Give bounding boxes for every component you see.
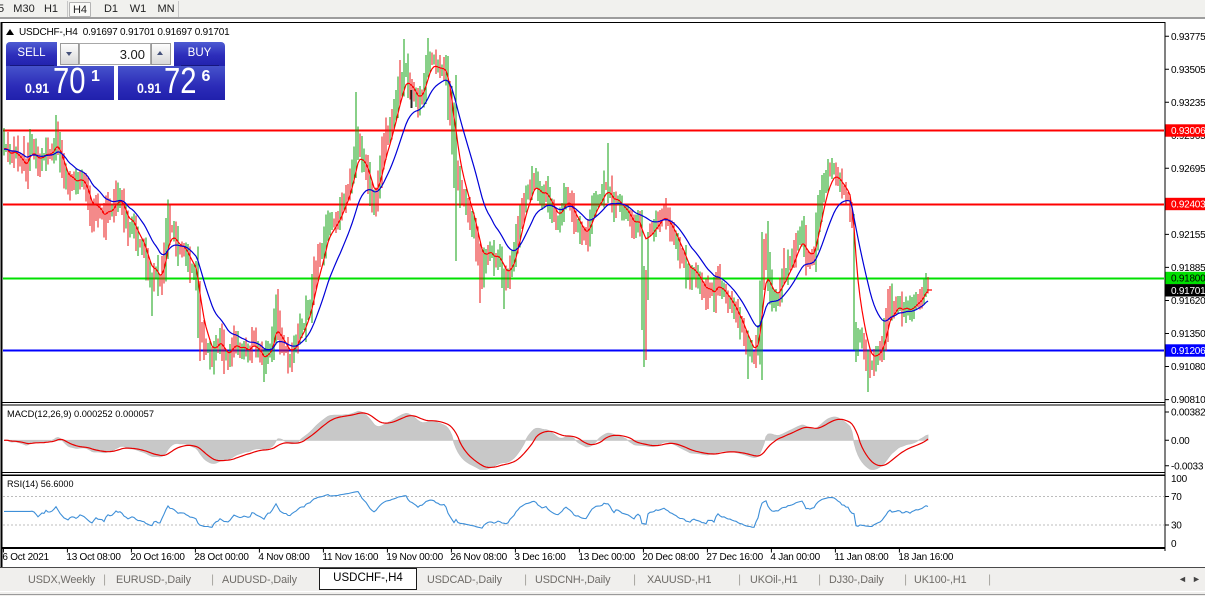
svg-text:11 Nov 16:00: 11 Nov 16:00: [322, 552, 378, 563]
svg-text:19 Nov 00:00: 19 Nov 00:00: [386, 552, 443, 563]
svg-text:13 Dec 00:00: 13 Dec 00:00: [578, 552, 635, 563]
svg-text:4 Nov 08:00: 4 Nov 08:00: [258, 552, 310, 563]
svg-text:0.91350: 0.91350: [1171, 329, 1205, 340]
svg-text:0.00382: 0.00382: [1171, 408, 1205, 419]
svg-text:0.91620: 0.91620: [1171, 296, 1205, 307]
svg-text:20 Oct 16:00: 20 Oct 16:00: [130, 552, 185, 563]
svg-text:0.91885: 0.91885: [1171, 263, 1205, 274]
svg-text:6 Oct 2021: 6 Oct 2021: [2, 552, 49, 563]
svg-text:0.92155: 0.92155: [1171, 230, 1205, 241]
svg-text:70: 70: [1171, 492, 1182, 503]
svg-text:30: 30: [1171, 521, 1182, 532]
svg-text:0.90810: 0.90810: [1171, 395, 1205, 406]
svg-text:0.92695: 0.92695: [1171, 164, 1205, 175]
svg-text:0.91701: 0.91701: [1171, 286, 1205, 297]
svg-text:11 Jan 08:00: 11 Jan 08:00: [834, 552, 889, 563]
svg-text:18 Jan 16:00: 18 Jan 16:00: [898, 552, 954, 563]
svg-text:0.91080: 0.91080: [1171, 362, 1205, 373]
svg-text:20 Dec 08:00: 20 Dec 08:00: [642, 552, 699, 563]
svg-text:100: 100: [1171, 474, 1188, 485]
svg-text:0: 0: [1171, 539, 1177, 550]
svg-text:13 Oct 08:00: 13 Oct 08:00: [66, 552, 121, 563]
svg-text:MACD(12,26,9) 0.000252 0.00005: MACD(12,26,9) 0.000252 0.000057: [7, 409, 154, 420]
svg-text:28 Oct 00:00: 28 Oct 00:00: [194, 552, 249, 563]
svg-text:4 Jan 00:00: 4 Jan 00:00: [770, 552, 820, 563]
svg-text:0.00: 0.00: [1171, 436, 1190, 447]
svg-text:0.93775: 0.93775: [1171, 32, 1205, 43]
svg-text:0.91206: 0.91206: [1171, 346, 1205, 357]
svg-text:3 Dec 16:00: 3 Dec 16:00: [514, 552, 566, 563]
svg-text:0.93505: 0.93505: [1171, 65, 1205, 76]
svg-text:RSI(14) 56.6000: RSI(14) 56.6000: [7, 479, 74, 490]
svg-text:27 Dec 16:00: 27 Dec 16:00: [706, 552, 763, 563]
svg-text:0.91800: 0.91800: [1171, 274, 1205, 285]
svg-text:0.92403: 0.92403: [1171, 200, 1205, 211]
svg-text:0.93235: 0.93235: [1171, 98, 1205, 109]
svg-text:26 Nov 08:00: 26 Nov 08:00: [450, 552, 507, 563]
svg-text:-0.0033: -0.0033: [1171, 461, 1204, 472]
svg-text:0.93006: 0.93006: [1171, 126, 1205, 137]
